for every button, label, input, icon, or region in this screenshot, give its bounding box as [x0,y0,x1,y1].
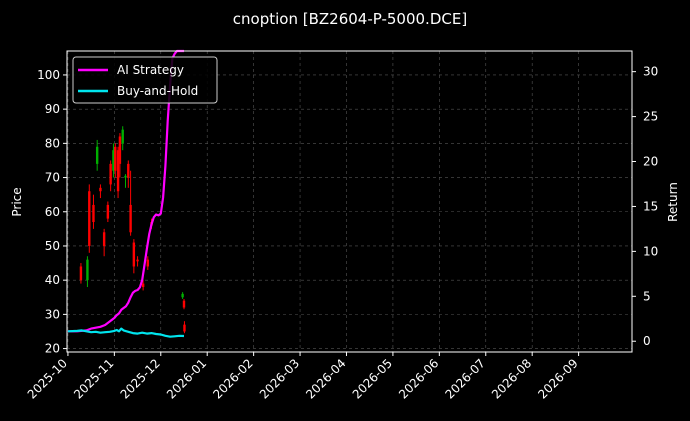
y-axis-label: Price [10,187,24,216]
candle-body [127,163,130,178]
candle-body [141,283,145,288]
candle-body [132,242,136,267]
y2-tick-label: 25 [643,110,658,124]
candle-body [86,259,89,281]
legend-box [72,56,218,104]
line-ai-strategy [67,49,184,333]
y-axis-left: 20 30 40 50 60 70 80 90 100 [37,68,67,356]
candle-body [79,266,83,281]
y-tick-label: 50 [45,239,60,253]
plot-frame [66,50,633,353]
legend: AI Strategy Buy-and-Hold [72,56,218,104]
candle-body [136,259,139,262]
candle-body [114,146,117,171]
candle-body [124,175,127,178]
y2-tick-label: 10 [643,244,658,258]
candle-body [112,150,115,171]
y-tick-label: 80 [45,136,60,150]
y-tick-label: 30 [45,307,60,321]
candle-body [121,129,124,144]
candle-body [181,293,184,298]
candle-body [102,232,106,246]
chart-title: cnoption [BZ2604-P-5000.DCE] [233,10,467,28]
candle-body [106,204,110,219]
y2-tick-label: 30 [643,65,658,79]
candle-body [183,324,186,332]
y2-axis-label: Return [666,182,680,222]
candle-body [146,259,149,267]
y2-tick-label: 20 [643,155,658,169]
candle-body [182,300,186,308]
line-buy-and-hold [67,327,185,338]
candle-body [99,187,102,192]
candle-body [95,146,99,164]
y-tick-label: 90 [45,102,60,116]
series-lines [67,49,185,338]
y2-tick-label: 15 [643,199,658,213]
y2-tick-label: 5 [643,289,651,303]
candle-body [109,163,112,185]
candle-body [116,150,120,192]
candle-body [88,191,91,246]
y-tick-label: 70 [45,171,60,185]
y-tick-label: 20 [45,342,60,356]
y-tick-label: 40 [45,273,60,287]
legend-label-buy-and-hold: Buy-and-Hold [117,84,198,98]
candles [79,126,186,334]
candle-body [92,204,95,223]
legend-label-ai-strategy: AI Strategy [117,63,184,77]
candle-body [118,136,122,164]
y-axis-right: 0 5 10 15 20 25 30 [632,65,658,348]
y2-tick-label: 0 [643,334,651,348]
y-tick-label: 60 [45,205,60,219]
candle-body [129,204,132,233]
y-tick-label: 100 [37,68,60,82]
